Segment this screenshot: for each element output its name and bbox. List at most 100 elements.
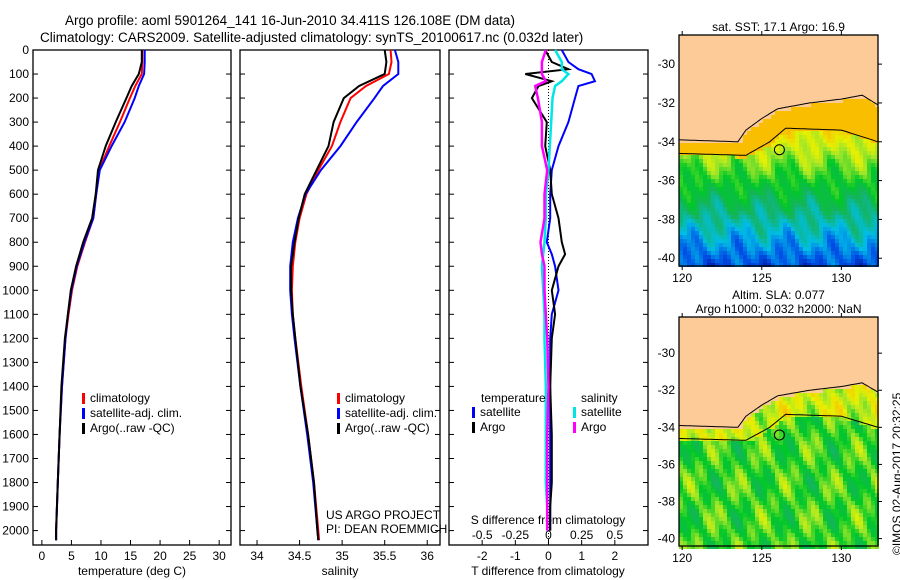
map-cell xyxy=(855,111,859,115)
x-tick-label: -1 xyxy=(510,549,521,563)
map-cell xyxy=(735,171,739,175)
map-cell xyxy=(779,191,783,195)
map-cell xyxy=(727,147,731,151)
map-cell xyxy=(867,421,871,425)
map-cell xyxy=(855,445,859,449)
map-cell xyxy=(871,239,875,243)
map-cell xyxy=(703,545,707,549)
map-cell xyxy=(847,191,851,195)
map-cell xyxy=(827,509,831,513)
map-cell xyxy=(771,243,775,247)
map-cell xyxy=(763,207,767,211)
map-cell xyxy=(679,179,683,183)
y-tick-label: 1600 xyxy=(2,427,29,441)
map-cell xyxy=(727,259,731,263)
map-cell xyxy=(803,263,807,267)
map-cell xyxy=(779,417,783,421)
map-cell xyxy=(875,421,879,425)
map-cell xyxy=(695,179,699,183)
map-cell xyxy=(779,425,783,429)
map-cell xyxy=(683,457,687,461)
x-tick-label: 125 xyxy=(752,551,772,565)
map-cell xyxy=(695,465,699,469)
map-cell xyxy=(787,115,791,119)
map-cell xyxy=(831,541,835,545)
map-cell xyxy=(875,219,879,223)
map-cell xyxy=(819,103,823,107)
map-cell xyxy=(747,461,751,465)
map-cell xyxy=(783,155,787,159)
map-cell xyxy=(875,231,879,235)
map-cell xyxy=(799,497,803,501)
map-cell xyxy=(819,449,823,453)
map-cell xyxy=(843,489,847,493)
map-cell xyxy=(791,107,795,111)
map-cell xyxy=(815,171,819,175)
map-cell xyxy=(859,421,863,425)
map-cell xyxy=(795,227,799,231)
map-cell xyxy=(863,445,867,449)
map-cell xyxy=(819,239,823,243)
map-cell xyxy=(863,111,867,115)
map-cell xyxy=(763,263,767,267)
map-cell xyxy=(843,449,847,453)
map-cell xyxy=(859,235,863,239)
map-cell xyxy=(775,505,779,509)
map-cell xyxy=(707,453,711,457)
map-cell xyxy=(839,393,843,397)
map-cell xyxy=(787,135,791,139)
map-cell xyxy=(851,255,855,259)
map-cell xyxy=(727,175,731,179)
map-cell xyxy=(839,111,843,115)
map-cell xyxy=(815,453,819,457)
map-cell xyxy=(855,505,859,509)
map-cell xyxy=(831,457,835,461)
map-cell xyxy=(715,441,719,445)
map-cell xyxy=(719,465,723,469)
map-cell xyxy=(835,545,839,549)
map-cell xyxy=(755,239,759,243)
map-cell xyxy=(807,255,811,259)
map-cell xyxy=(743,263,747,267)
map-cell xyxy=(855,521,859,525)
map-cell xyxy=(763,239,767,243)
coastline xyxy=(678,94,879,143)
map-cell xyxy=(727,541,731,545)
map-cell xyxy=(779,231,783,235)
map-cell xyxy=(831,259,835,263)
map-cell xyxy=(827,537,831,541)
map-cell xyxy=(755,131,759,135)
map-cell xyxy=(811,159,815,163)
map-cell xyxy=(775,251,779,255)
map-cell xyxy=(767,223,771,227)
map-cell xyxy=(799,429,803,433)
map-cell xyxy=(771,421,775,425)
map-cell xyxy=(727,453,731,457)
map-cell xyxy=(855,405,859,409)
map-cell xyxy=(799,199,803,203)
map-cell xyxy=(739,199,743,203)
map-cell xyxy=(751,175,755,179)
map-cell xyxy=(743,473,747,477)
map-cell xyxy=(767,493,771,497)
map-cell xyxy=(791,255,795,259)
map-cell xyxy=(679,143,683,147)
map-cell xyxy=(751,417,755,421)
map-cell xyxy=(839,103,843,107)
map-cell xyxy=(843,493,847,497)
map-cell xyxy=(695,207,699,211)
map-cell xyxy=(835,119,839,123)
map-cell xyxy=(763,469,767,473)
map-cell xyxy=(719,461,723,465)
map-cell xyxy=(863,397,867,401)
map-cell xyxy=(703,243,707,247)
map-cell xyxy=(843,227,847,231)
map-cell xyxy=(799,187,803,191)
map-cell xyxy=(823,119,827,123)
map-cell xyxy=(863,243,867,247)
map-cell xyxy=(835,235,839,239)
map-cell xyxy=(795,123,799,127)
map-cell xyxy=(847,151,851,155)
map-cell xyxy=(747,175,751,179)
map-cell xyxy=(775,259,779,263)
